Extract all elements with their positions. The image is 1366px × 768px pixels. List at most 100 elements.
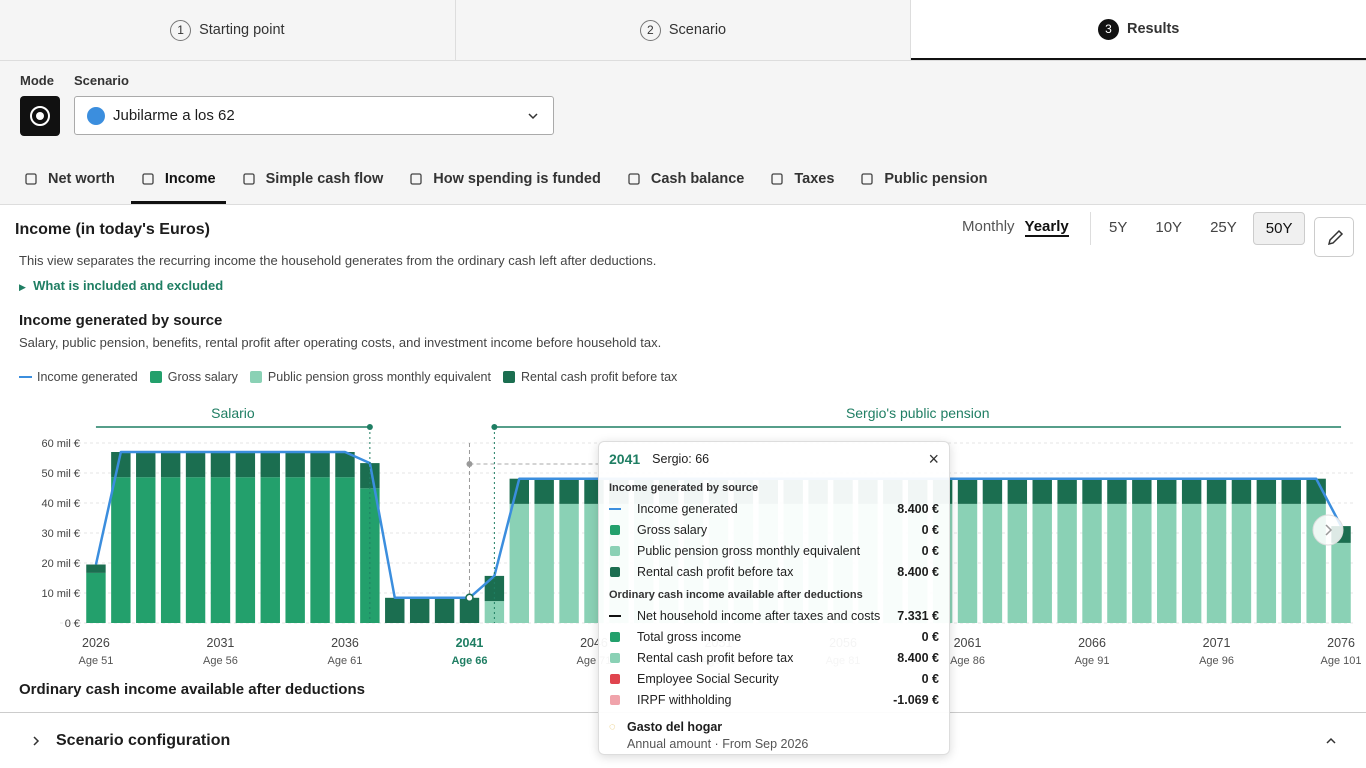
bar-segment <box>1032 503 1052 623</box>
legend-swatch <box>19 376 32 378</box>
tab-icon <box>861 172 874 185</box>
tab-label: Simple cash flow <box>265 170 384 187</box>
bar-segment <box>160 452 181 478</box>
bar-segment <box>1157 478 1177 504</box>
tooltip-swatch <box>609 673 627 685</box>
legend-item: Gross salary <box>149 370 238 384</box>
step-number: 2 <box>639 19 661 41</box>
bar-segment <box>957 478 978 504</box>
bar-segment <box>409 597 430 623</box>
bar-segment <box>1256 478 1277 504</box>
disclosure[interactable]: ▶ What is included and excluded <box>19 278 224 293</box>
tooltip-value: 7.331 € <box>897 608 939 623</box>
step[interactable]: 2 Scenario <box>456 0 912 60</box>
bar-segment <box>310 477 330 623</box>
x-tick-sublabel: Age 96 <box>1199 655 1234 667</box>
tab-label: Public pension <box>884 170 988 187</box>
period-option[interactable]: Monthly <box>962 218 1015 235</box>
bar-segment <box>235 477 256 623</box>
disclosure-label: What is included and excluded <box>33 278 224 293</box>
tooltip-value: 8.400 € <box>897 501 939 516</box>
scroll-arrow <box>1325 524 1333 536</box>
x-tick-label: 2031 <box>207 636 235 650</box>
tab[interactable]: Cash balance <box>617 156 755 204</box>
legend-label: Rental cash profit before tax <box>520 370 678 384</box>
step[interactable]: 1 Starting point <box>0 0 456 60</box>
legend-label: Public pension gross monthly equivalent <box>267 370 491 384</box>
bar-segment <box>1231 478 1252 504</box>
bar-segment <box>1331 542 1351 623</box>
tooltip-label: Rental cash profit before tax <box>637 564 794 579</box>
bar-segment <box>385 597 405 623</box>
bar-segment <box>559 503 579 623</box>
step[interactable]: 3 Results <box>911 0 1366 60</box>
edit-button[interactable] <box>1314 217 1354 257</box>
tab[interactable]: Public pension <box>850 156 997 204</box>
swatch-box <box>610 631 620 642</box>
footer-icon: ◌ <box>609 721 616 733</box>
tab-icon <box>771 172 783 185</box>
bar-segment <box>210 477 231 623</box>
annotation-dot <box>366 424 373 430</box>
icon-shape <box>242 172 255 185</box>
controls: Mode Scenario Jubilarme a los 62 Net wor… <box>0 61 1366 205</box>
period-toggle: Monthly Yearly <box>962 218 1069 237</box>
period-option[interactable]: Yearly <box>1024 218 1069 237</box>
step-bar: 1 Starting point 2 Scenario 3 Results <box>0 0 1366 61</box>
legend-swatch <box>502 371 515 383</box>
range-option[interactable]: 10Y <box>1155 219 1183 236</box>
icon-shape <box>771 172 783 185</box>
tooltip-label: Gross salary <box>637 522 708 537</box>
scenario-select[interactable]: Jubilarme a los 62 <box>74 96 554 135</box>
tooltip-value: 0 € <box>921 543 939 558</box>
tooltip-row: Rental cash profit before tax 8.400 € <box>609 561 939 582</box>
tab-label: How spending is funded <box>433 170 601 187</box>
tab-label: Income <box>164 170 216 187</box>
swatch <box>609 614 621 617</box>
tooltip-close[interactable]: × <box>928 448 939 469</box>
swatch <box>610 694 620 705</box>
bar-segment <box>1107 478 1127 504</box>
swatch-box <box>610 524 620 535</box>
mode-button[interactable] <box>20 96 60 136</box>
bar-segment <box>1007 478 1028 504</box>
tooltip-header: 2041 Sergio: 66 × <box>609 448 939 469</box>
bar-segment <box>459 597 480 623</box>
section-title: Income (in today's Euros) <box>15 221 210 238</box>
swatch <box>610 673 620 684</box>
tab-label: Taxes <box>794 170 835 187</box>
tab[interactable]: Income <box>130 156 226 204</box>
tooltip-value: 0 € <box>921 629 939 644</box>
legend-item: Public pension gross monthly equivalent <box>249 370 491 384</box>
range-option[interactable]: 25Y <box>1210 219 1237 236</box>
x-tick-label: 2061 <box>954 636 982 650</box>
bar-segment <box>111 477 131 623</box>
scroll-button[interactable] <box>1312 514 1344 546</box>
bar-segment <box>1082 503 1102 623</box>
step-number: 1 <box>170 19 192 41</box>
tab-icon <box>410 172 422 185</box>
tab[interactable]: How spending is funded <box>399 156 611 204</box>
tooltip-row: Income generated 8.400 € <box>609 498 939 519</box>
tooltip-swatch <box>609 566 627 578</box>
tooltip-swatch <box>609 694 627 706</box>
tab[interactable]: Simple cash flow <box>232 156 394 204</box>
range-option[interactable]: 50Y <box>1252 212 1306 245</box>
y-tick-label: 40 mil € <box>41 498 80 510</box>
bar-segment <box>509 503 529 623</box>
tab-label: Cash balance <box>650 170 745 187</box>
tab[interactable]: Net worth <box>14 156 125 204</box>
bar-segment <box>982 503 1003 623</box>
tooltip-row: Net household income after taxes and cos… <box>609 605 939 626</box>
range-option[interactable]: 5Y <box>1109 219 1128 236</box>
bar-segment <box>1181 503 1202 623</box>
tooltip-value: 0 € <box>921 671 939 686</box>
tab[interactable]: Taxes <box>760 156 844 204</box>
x-tick-sublabel: Age 61 <box>328 655 363 667</box>
bar-segment <box>136 452 156 478</box>
tab-icon <box>142 172 154 185</box>
x-tick-label: 2041 <box>456 636 484 650</box>
step-label: Scenario <box>668 22 727 38</box>
bar-segment <box>86 564 106 573</box>
